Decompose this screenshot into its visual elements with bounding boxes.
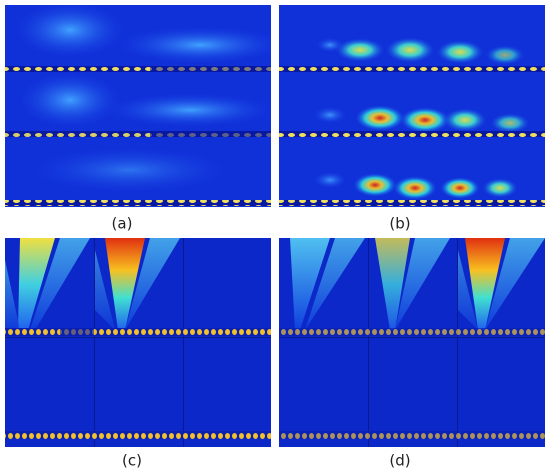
panel-label: (c) bbox=[122, 452, 142, 470]
panel-b bbox=[279, 5, 545, 207]
panel-d bbox=[279, 238, 545, 447]
panel-label: (d) bbox=[389, 452, 410, 470]
panel-a bbox=[5, 5, 271, 207]
panel-label: (b) bbox=[389, 215, 410, 233]
panel-label: (a) bbox=[112, 215, 133, 233]
panel-c bbox=[5, 238, 271, 447]
